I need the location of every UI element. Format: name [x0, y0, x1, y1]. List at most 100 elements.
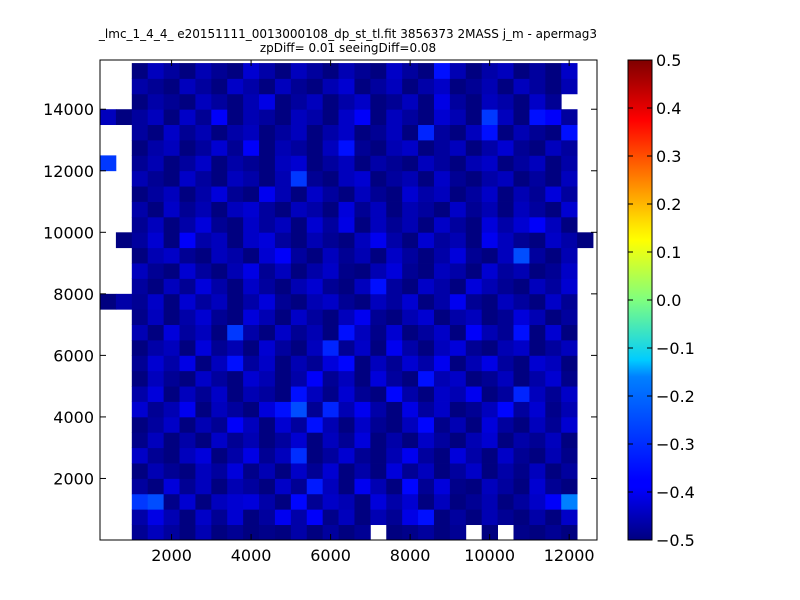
heatmap-cell: [147, 447, 165, 464]
heatmap-cell: [306, 293, 324, 310]
heatmap-cell: [211, 293, 228, 310]
heatmap-cell: [274, 340, 292, 356]
heatmap-cell: [338, 309, 355, 326]
heatmap-cell: [147, 170, 165, 187]
heatmap-cell: [163, 232, 180, 249]
heatmap-cell: [386, 463, 403, 479]
heatmap-cell: [481, 93, 498, 110]
heatmap-cell: [497, 232, 514, 249]
heatmap-cell: [179, 309, 196, 326]
y-tick-label: 4000: [53, 408, 94, 427]
heatmap-cell: [402, 93, 419, 110]
heatmap-cell: [529, 124, 546, 141]
heatmap-cell: [131, 109, 149, 126]
heatmap-cell: [386, 278, 403, 295]
heatmap-cell: [211, 478, 228, 495]
heatmap-cell: [179, 370, 196, 387]
heatmap-cell: [545, 93, 562, 110]
heatmap-cell: [211, 340, 228, 356]
heatmap-cell: [259, 170, 276, 187]
chart-title: _lmc_1_4_4_ e20151111_0013000108_dp_st_t…: [98, 27, 597, 55]
heatmap-cell: [402, 263, 419, 279]
heatmap-cell: [402, 78, 419, 95]
heatmap-cell: [131, 478, 149, 495]
heatmap-cell: [195, 155, 212, 172]
heatmap-cell: [227, 63, 244, 79]
heatmap-cell: [529, 309, 546, 326]
heatmap-cell: [561, 524, 578, 541]
heatmap-cell: [386, 478, 403, 495]
heatmap-cell: [370, 155, 387, 172]
heatmap-cell: [545, 463, 562, 479]
heatmap-cell: [386, 324, 403, 341]
heatmap-cell: [497, 216, 514, 233]
heatmap-cell: [306, 370, 324, 387]
heatmap-cell: [211, 263, 228, 279]
heatmap-cell: [386, 109, 403, 126]
heatmap-cell: [370, 263, 387, 279]
heatmap-cell: [561, 416, 578, 433]
heatmap-cell: [211, 278, 228, 295]
heatmap-cell: [259, 263, 276, 279]
heatmap-cell: [545, 170, 562, 187]
heatmap-cell: [338, 140, 355, 156]
heatmap-cell: [274, 155, 292, 172]
heatmap-cell: [274, 355, 292, 372]
y-tick-label: 14000: [43, 100, 94, 119]
heatmap-cell: [481, 78, 498, 95]
heatmap-cell: [227, 93, 244, 110]
heatmap-cell: [513, 247, 530, 264]
heatmap-cell: [163, 78, 180, 95]
heatmap-cell: [354, 232, 371, 249]
heatmap-cell: [290, 309, 308, 326]
heatmap-cell: [147, 493, 165, 510]
heatmap-cell: [195, 493, 212, 510]
heatmap-cell: [274, 493, 292, 510]
heatmap-cell: [529, 386, 546, 402]
heatmap-cell: [227, 293, 244, 310]
heatmap-cell: [211, 155, 228, 172]
heatmap-cell: [195, 432, 212, 449]
heatmap-cell: [481, 478, 498, 495]
heatmap-cell: [433, 386, 451, 402]
heatmap-cell: [513, 155, 530, 172]
heatmap-cell: [497, 340, 514, 356]
heatmap-cell: [211, 355, 228, 372]
heatmap-cell: [243, 247, 260, 264]
y-tick-label: 10000: [43, 223, 94, 242]
heatmap-cell: [497, 478, 514, 495]
heatmap-cell: [418, 78, 435, 95]
heatmap-cell: [147, 78, 165, 95]
heatmap-cell: [259, 293, 276, 310]
heatmap-cell: [418, 309, 435, 326]
heatmap-cell: [131, 93, 149, 110]
heatmap-cell: [211, 63, 228, 79]
heatmap-cell: [449, 509, 467, 526]
x-tick-label: 2000: [151, 546, 192, 565]
colorbar-tick-label: 0.2: [656, 195, 681, 214]
heatmap-cell: [465, 432, 483, 449]
heatmap-cell: [513, 478, 530, 495]
heatmap-cell: [449, 63, 467, 79]
heatmap-cell: [179, 447, 196, 464]
heatmap-cell: [497, 155, 514, 172]
heatmap-cell: [259, 201, 276, 218]
heatmap-cell: [545, 524, 562, 541]
heatmap-cell: [179, 78, 196, 95]
heatmap-cell: [306, 478, 324, 495]
heatmap-cell: [465, 386, 483, 402]
heatmap-cell: [195, 447, 212, 464]
heatmap-cell: [545, 293, 562, 310]
heatmap-cell: [386, 263, 403, 279]
heatmap-cell: [545, 401, 562, 418]
heatmap-cell: [227, 370, 244, 387]
heatmap-cell: [243, 170, 260, 187]
heatmap-cell: [195, 324, 212, 341]
heatmap-cell: [163, 263, 180, 279]
heatmap-cell: [561, 493, 578, 510]
heatmap-cell: [513, 124, 530, 141]
heatmap-cell: [131, 324, 149, 341]
heatmap-cell: [449, 247, 467, 264]
heatmap-cell: [497, 109, 514, 126]
heatmap-cell: [227, 247, 244, 264]
